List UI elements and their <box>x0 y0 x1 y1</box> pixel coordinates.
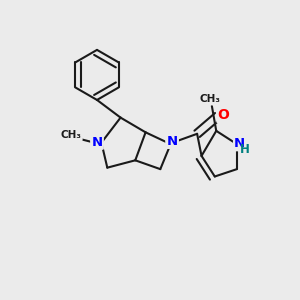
Text: H: H <box>240 143 250 157</box>
Text: O: O <box>218 108 230 122</box>
Text: N: N <box>92 136 103 148</box>
Text: CH₃: CH₃ <box>200 94 221 104</box>
Text: N: N <box>234 137 245 150</box>
Text: CH₃: CH₃ <box>61 130 82 140</box>
Text: N: N <box>167 135 178 148</box>
